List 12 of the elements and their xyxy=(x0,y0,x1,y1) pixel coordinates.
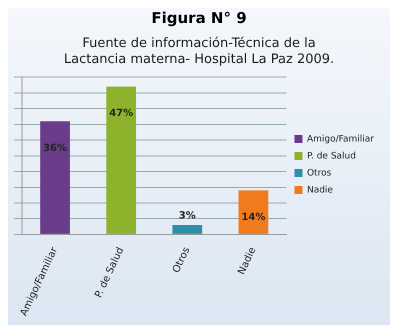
chart-title: Figura N° 9 xyxy=(151,8,247,27)
legend-label: Nadie xyxy=(306,185,334,196)
chart-subtitle: Fuente de información-Técnica de la Lactancia materna- Hospital La Paz 2009. xyxy=(64,36,334,67)
x-tick-label: P. de Salud xyxy=(93,246,126,300)
data-label: 36% xyxy=(43,142,68,154)
data-label: 14% xyxy=(241,212,266,223)
legend-label: P. de Salud xyxy=(306,151,356,162)
data-label: 47% xyxy=(109,108,134,120)
legend-label: Otros xyxy=(306,168,332,178)
legend-label: Amigo/Familiar xyxy=(306,134,374,144)
data-label: 3% xyxy=(178,210,196,222)
x-tick-label: Otros xyxy=(170,246,192,275)
